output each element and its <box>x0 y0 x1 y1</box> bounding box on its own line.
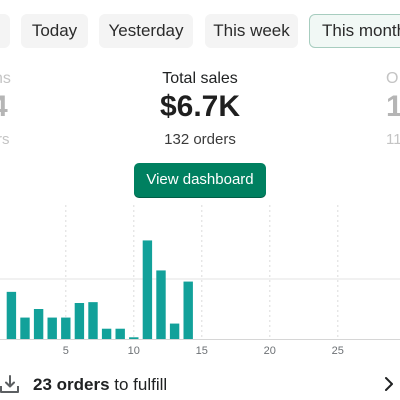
view-dashboard-button[interactable]: View dashboard <box>134 163 266 197</box>
orders-to-fulfill-count: 23 orders <box>33 375 110 394</box>
chart-bar[interactable] <box>6 291 17 339</box>
orders-to-fulfill-row[interactable]: 23 orders to fulfill <box>0 368 400 400</box>
stat-right-sub: 11 <box>386 131 400 148</box>
filter-this-month[interactable]: This month <box>309 14 400 48</box>
chart-bar[interactable] <box>142 240 153 339</box>
chart-x-tick-label: 15 <box>196 345 208 357</box>
chart-x-tick-label: 20 <box>264 345 276 357</box>
daily-sales-chart: 51015202530 <box>0 205 400 357</box>
chevron-right-icon <box>385 377 393 391</box>
chart-x-tick-label: 25 <box>332 345 344 357</box>
chart-bar[interactable] <box>61 317 71 339</box>
orders-to-fulfill-text: 23 orders to fulfill <box>33 375 167 395</box>
orders-to-fulfill-suffix: to fulfill <box>109 375 168 394</box>
stat-total-sales-orders: 132 orders <box>164 131 236 148</box>
chart-bar[interactable] <box>169 323 180 339</box>
chart-bar[interactable] <box>129 337 139 339</box>
inbox-download-icon <box>0 375 19 393</box>
chart-bar[interactable] <box>183 281 193 339</box>
chart-bar[interactable] <box>115 328 125 339</box>
chart-x-tick-label: 5 <box>63 345 69 357</box>
filter-today[interactable]: Today <box>21 14 88 48</box>
chart-bar[interactable] <box>74 303 85 339</box>
filter-chip-partial[interactable] <box>0 14 10 48</box>
stat-left-value: 4 <box>0 90 8 124</box>
stat-total-sales-title: Total sales <box>162 70 238 87</box>
stat-right-title[interactable]: O <box>386 70 399 87</box>
filter-this-week[interactable]: This week <box>205 14 298 48</box>
date-filter-bar: Today Yesterday This week This month <box>0 0 400 60</box>
stat-total-sales-value: $6.7K <box>159 90 241 123</box>
chart-bar[interactable] <box>20 317 30 339</box>
chart-x-tick-label: 10 <box>128 345 140 357</box>
stat-left-partial[interactable]: ns <box>0 70 24 88</box>
stat-left-sub: rs <box>0 131 10 148</box>
chart-bar[interactable] <box>101 328 112 339</box>
filter-yesterday[interactable]: Yesterday <box>99 14 193 48</box>
chart-bar[interactable] <box>88 302 98 339</box>
chart-bar[interactable] <box>33 309 44 339</box>
stat-total-sales[interactable]: Total sales <box>110 70 290 88</box>
stat-right-value: 1 <box>386 90 400 123</box>
chart-bar[interactable] <box>47 317 57 339</box>
chart-bar[interactable] <box>156 270 166 339</box>
stat-left-title: ns <box>0 70 11 87</box>
